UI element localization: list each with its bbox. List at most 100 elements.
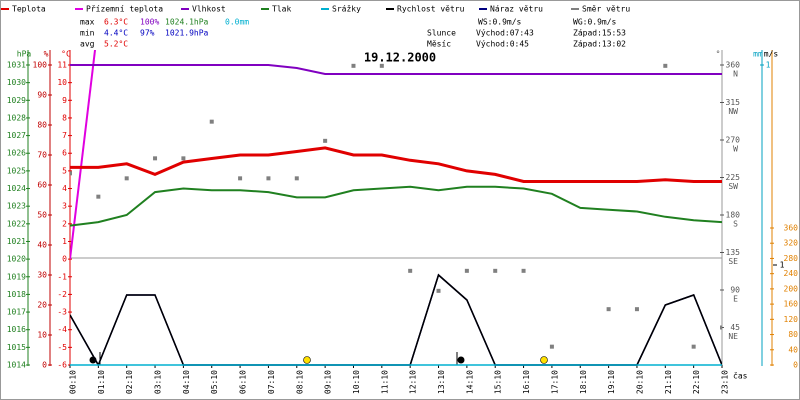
y-tick-label: 30 — [37, 271, 47, 280]
sun-icon — [540, 356, 548, 364]
y-tick-label: 11 — [57, 61, 67, 70]
legend-label: Teplota — [12, 5, 46, 14]
y-tick-label: 280 — [784, 254, 799, 263]
y-tick-label: 1029 — [7, 96, 26, 105]
info-text: WS:0.9m/s — [478, 18, 522, 27]
y-tick-label: -3 — [57, 308, 67, 317]
y-tick-label: 1 — [62, 237, 67, 246]
y-tick-label: 4 — [62, 184, 67, 193]
direction-point — [238, 176, 243, 181]
direction-name: W — [733, 145, 738, 154]
y-tick-label: 45 — [730, 323, 740, 332]
direction-name: NW — [728, 107, 738, 116]
stat-text: 6.3°C — [104, 18, 128, 27]
direction-point — [209, 119, 214, 124]
y-tick-label: 90 — [730, 286, 740, 295]
chart-title: 19.12.2000 — [364, 51, 436, 65]
y-tick-label: 60 — [37, 181, 47, 190]
direction-name: NE — [728, 332, 738, 341]
y-tick-label: 90 — [37, 91, 47, 100]
x-tick-label: 18:10 — [579, 370, 588, 394]
x-axis-label: čas — [733, 371, 748, 381]
y-tick-label: 50 — [37, 211, 47, 220]
x-tick-label: 10:10 — [352, 370, 361, 394]
y-tick-label: 1028 — [7, 113, 26, 122]
y-tick-label: 120 — [784, 315, 799, 324]
y-tick-label: 1027 — [7, 131, 26, 140]
x-tick-label: 23:10 — [721, 370, 730, 394]
x-tick-label: 12:10 — [409, 370, 418, 394]
direction-point — [493, 268, 498, 273]
direction-name: N — [733, 70, 738, 79]
x-tick-label: 15:10 — [494, 370, 503, 394]
direction-point — [634, 307, 639, 312]
y-tick-label: 10 — [57, 78, 67, 87]
y-tick-label: -6 — [57, 361, 67, 370]
y-tick-label: 315 — [726, 98, 741, 107]
direction-point — [606, 307, 611, 312]
y-tick-label: 1030 — [7, 78, 26, 87]
direction-point — [153, 156, 158, 161]
info-text: Slunce — [427, 29, 456, 38]
direction-point — [351, 63, 356, 68]
y-tick-label: -2 — [57, 290, 67, 299]
info-text: Měsíc — [427, 40, 451, 49]
stat-text: 100% — [140, 18, 159, 27]
direction-point — [379, 63, 384, 68]
y-tick-label: 1021 — [7, 237, 26, 246]
x-tick-label: 14:10 — [465, 370, 474, 394]
axis-label: hPa — [17, 50, 32, 59]
direction-name: E — [733, 295, 738, 304]
direction-point — [521, 268, 526, 273]
y-tick-label: 0 — [793, 361, 798, 370]
direction-point — [323, 138, 328, 143]
x-tick-label: 05:10 — [210, 370, 219, 394]
y-tick-label: 1020 — [7, 255, 26, 264]
y-tick-label: -1 — [57, 272, 67, 281]
stat-text: max — [80, 18, 95, 27]
series-line — [70, 64, 722, 75]
markers — [89, 352, 548, 365]
y-tick-label: -5 — [57, 343, 67, 352]
x-tick-label: 09:10 — [324, 370, 333, 394]
legend-label: Přízemní teplota — [86, 5, 163, 14]
y-tick-label: 320 — [784, 239, 799, 248]
y-tick-label: 1031 — [7, 61, 26, 70]
y-tick-label: 1014 — [7, 361, 26, 370]
axis-label: % — [44, 50, 49, 59]
y-tick-label: 20 — [37, 301, 47, 310]
direction-point — [96, 194, 101, 199]
direction-name: S — [733, 220, 738, 229]
stat-text: min — [80, 29, 95, 38]
direction-point — [408, 268, 413, 273]
info-text: Západ:13:02 — [573, 40, 626, 49]
axis-label: ° — [716, 50, 721, 59]
y-tick-label: 1019 — [7, 272, 26, 281]
x-tick-label: 17:10 — [550, 370, 559, 394]
axis-label: mm — [753, 50, 763, 59]
legend-label: Tlak — [272, 5, 291, 14]
direction-point — [691, 344, 696, 349]
y-tick-label: 1015 — [7, 343, 26, 352]
direction-point — [464, 268, 469, 273]
y-tick-label: 360 — [726, 61, 741, 70]
y-tick-label: -4 — [57, 325, 67, 334]
direction-point — [294, 176, 299, 181]
x-tick-label: 04:10 — [182, 370, 191, 394]
y-tick-label: 6 — [62, 149, 67, 158]
moon-icon — [457, 356, 465, 364]
x-tick-label: 16:10 — [522, 370, 531, 394]
x-tick-label: 07:10 — [267, 370, 276, 394]
x-tick-label: 22:10 — [692, 370, 701, 394]
legend-label: Náraz větru — [490, 5, 543, 14]
x-tick-label: 06:10 — [239, 370, 248, 394]
legend-label: Vlhkost — [192, 5, 226, 14]
x-tick-label: 21:10 — [664, 370, 673, 394]
stat-text: 4.4°C — [104, 29, 128, 38]
y-tick-label: 9 — [62, 96, 67, 105]
y-tick-label: 225 — [726, 173, 741, 182]
series-line — [70, 50, 97, 260]
y-tick-label: 1016 — [7, 325, 26, 334]
y-tick-label: 1018 — [7, 290, 26, 299]
direction-point — [70, 171, 72, 176]
